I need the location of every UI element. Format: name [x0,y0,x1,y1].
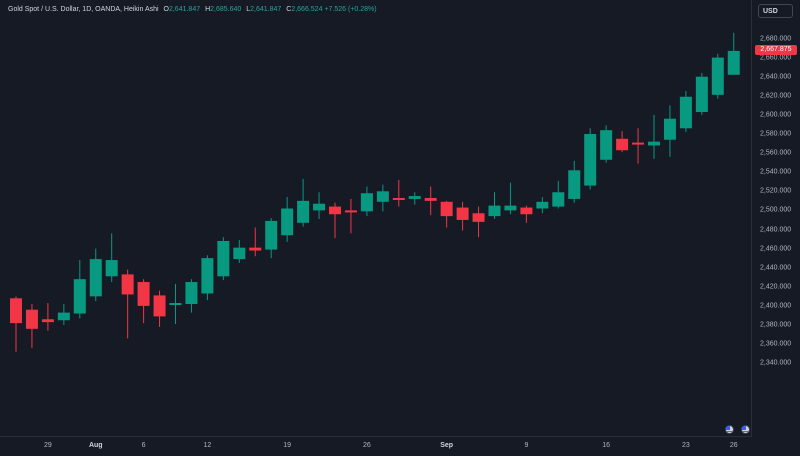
candle-body[interactable] [153,295,166,317]
legend-open-value: 2,641.847 [168,6,201,13]
legend-symbol: Gold Spot / U.S. Dollar, 1D, OANDA, Heik… [8,6,159,13]
candle-body[interactable] [281,208,294,236]
price-tick-label: 2,360.000 [760,340,792,348]
candle-body[interactable] [185,282,198,304]
legend-close-label: C [286,6,292,13]
time-axis[interactable]: 29 Aug 6 12 19 26 Sep 9 16 23 26 [0,437,752,456]
legend-high-label: H [205,6,211,13]
candle-body[interactable] [105,260,118,277]
price-tick-label: 2,440.000 [760,264,792,272]
legend-close-value: 2,666.524 [291,6,323,13]
time-tick-label: 26 [729,442,738,449]
price-tick-label: 2,540.000 [760,168,792,176]
candle-body[interactable] [616,138,629,151]
time-tick-label: Sep [440,442,454,449]
last-price-label: 2,667.875 [755,45,797,56]
candle-body[interactable] [344,210,357,213]
legend-high-value: 2,685.640 [210,6,242,13]
candle-body[interactable] [536,201,549,209]
price-tick-label: 2,660.000 [760,54,792,62]
chart-legend: Gold Spot / U.S. Dollar, 1D, OANDA, Heik… [8,6,377,13]
price-tick-label: 2,680.000 [760,35,792,42]
candle-body[interactable] [376,191,389,202]
chart-area[interactable]: Gold Spot / U.S. Dollar, 1D, OANDA, Heik… [0,0,752,437]
candle-body[interactable] [600,130,613,160]
candle-body[interactable] [121,274,134,295]
price-tick-label: 2,600.000 [760,111,792,119]
candle-body[interactable] [663,118,676,140]
candle-body[interactable] [392,197,405,200]
candle-body[interactable] [329,206,341,215]
price-tick-label: 2,620.000 [760,92,792,100]
candle-body[interactable] [73,279,86,314]
candle-body[interactable] [440,201,453,217]
candle-body[interactable] [568,170,581,199]
candle-body[interactable] [233,247,246,260]
candle-body[interactable] [360,193,373,212]
price-tick-label: 2,480.000 [760,226,792,233]
candle-body[interactable] [313,203,326,211]
time-tick-label: Aug [88,442,103,449]
candle-body[interactable] [25,309,38,329]
candle-body[interactable] [472,213,485,222]
time-tick-label: 9 [524,442,529,449]
candle-body[interactable] [57,312,70,321]
price-tick-label: 2,580.000 [760,130,792,138]
candle-body[interactable] [648,141,660,146]
candle-body[interactable] [201,258,214,294]
candle-body[interactable] [217,240,230,277]
candle-body[interactable] [679,96,692,129]
time-tick-label: 23 [681,442,690,449]
candle-body[interactable] [89,259,102,297]
price-tick-label: 2,340.000 [760,359,792,367]
candle-body[interactable] [169,303,182,306]
legend-low-label: L [246,6,251,13]
candle-body[interactable] [456,207,469,220]
price-tick-label: 2,400.000 [760,302,792,310]
price-axis[interactable]: 2,340.000 2,360.000 2,380.000 2,400.000 2,42… [752,0,800,437]
candle-body[interactable] [584,134,597,186]
candle-body[interactable] [727,50,740,75]
time-tick-label: 12 [203,442,212,449]
candle-body[interactable] [424,197,437,201]
price-tick-label: 2,420.000 [760,283,792,291]
candlestick-chart[interactable] [0,0,752,437]
currency-selector[interactable]: USD [758,4,793,18]
candle-body[interactable] [695,76,708,113]
candle-body[interactable] [632,142,645,145]
price-tick-label: 2,460.000 [760,245,792,253]
time-tick-label: 29 [43,442,52,449]
price-tick-label: 2,520.000 [760,187,792,195]
legend-open-label: O [163,6,169,13]
candle-body[interactable] [41,319,54,323]
us-flag-icon[interactable] [741,425,750,434]
price-tick-label: 2,380.000 [760,321,792,329]
candle-body[interactable] [265,220,278,250]
candle-body[interactable] [488,205,501,217]
candle-body[interactable] [711,57,724,95]
time-tick-label: 6 [141,442,146,449]
candle-body[interactable] [249,247,262,251]
candle-body[interactable] [504,205,517,211]
legend-low-value: 2,641.847 [250,6,282,13]
candle-body[interactable] [520,207,533,215]
candle-body[interactable] [297,200,310,223]
time-tick-label: 19 [283,442,292,449]
us-flag-icon[interactable] [725,425,734,434]
time-tick-label: 26 [362,442,371,449]
legend-change: +7.526 (+0.28%) [324,6,377,13]
candle-body[interactable] [10,298,22,324]
price-tick-label: 2,640.000 [760,73,792,81]
candle-body[interactable] [137,282,150,306]
candle-body[interactable] [552,192,565,207]
time-tick-label: 16 [602,442,611,449]
price-tick-label: 2,500.000 [760,206,792,214]
candle-body[interactable] [408,196,421,199]
price-tick-label: 2,560.000 [760,149,792,157]
